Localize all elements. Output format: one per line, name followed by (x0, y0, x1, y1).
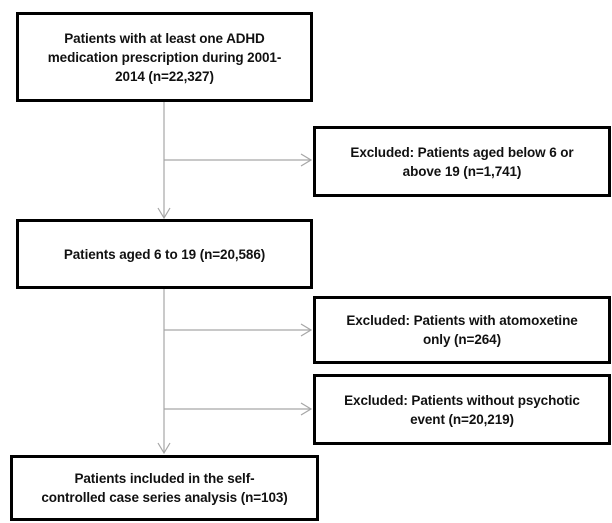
box-excluded-age-line-2: above 19 (n=1,741) (402, 163, 522, 179)
box-excluded-age-line-1: Excluded: Patients aged below 6 or (350, 144, 574, 160)
arrowhead-box3 (157, 442, 171, 455)
box-all-patients: Patients with at least one ADHD medicati… (16, 12, 313, 102)
box-excluded-psychotic: Excluded: Patients without psychotic eve… (313, 374, 611, 445)
box-excluded-atomoxetine-line-2: only (n=264) (423, 332, 501, 347)
box-included-sccs-line-2: controlled case series analysis (n=103) (41, 490, 288, 505)
box-included-sccs: Patients included in the self- controlle… (10, 455, 319, 521)
arrowhead-excluded3 (300, 402, 313, 416)
box-excluded-age: Excluded: Patients aged below 6 or above… (313, 126, 611, 197)
box-excluded-psychotic-line-2: event (n=20,219) (410, 411, 514, 427)
arrowhead-excluded1 (300, 153, 313, 167)
arrowhead-box2 (157, 207, 171, 220)
arrowhead-excluded2 (300, 323, 313, 337)
box-aged-6-to-19-line-1: Patients aged 6 to 19 (n=20,586) (63, 246, 266, 262)
box-included-sccs-line-1: Patients included in the self- (74, 471, 255, 486)
box-all-patients-line-1: Patients with at least one ADHD (64, 30, 265, 46)
box-all-patients-line-2: medication prescription during 2001- (47, 49, 282, 65)
box-excluded-atomoxetine-line-1: Excluded: Patients with atomoxetine (346, 313, 578, 328)
box-all-patients-line-3: 2014 (n=22,327) (115, 68, 214, 84)
box-excluded-atomoxetine: Excluded: Patients with atomoxetine only… (313, 296, 611, 364)
box-aged-6-to-19: Patients aged 6 to 19 (n=20,586) (16, 219, 313, 289)
box-excluded-psychotic-line-1: Excluded: Patients without psychotic (344, 392, 580, 408)
